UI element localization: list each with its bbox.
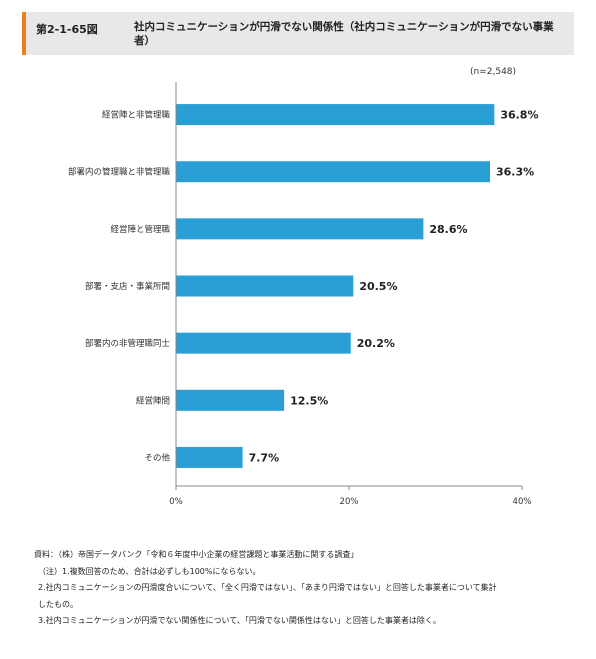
source-notes: 資料：（株）帝国データバンク「令和６年度中小企業の経営課題と事業活動に関する調査…: [34, 547, 574, 630]
category-label: 経営陣と管理職: [110, 224, 170, 235]
data-label: 7.7%: [249, 451, 280, 464]
category-label: 経営陣間: [136, 395, 170, 406]
bar: [176, 446, 243, 468]
data-label: 12.5%: [290, 394, 328, 407]
data-label: 36.8%: [500, 109, 538, 122]
sample-size-label: (n=2,548): [470, 67, 517, 77]
category-label: 部署内の管理職と非管理職: [68, 167, 171, 178]
note-line: したもの。: [38, 599, 78, 609]
category-label: 経営陣と非管理職: [102, 110, 171, 121]
bar: [176, 161, 490, 183]
category-label: 部署・支店・事業所間: [85, 281, 170, 292]
bar: [176, 332, 351, 354]
note-line: 2.社内コミュニケーションの円滑度合いについて、「全く円滑ではない」、「あまり円…: [38, 583, 497, 592]
data-label: 20.2%: [357, 337, 395, 350]
bar-chart: 経営陣と非管理職 36.8% 部署内の管理職と非管理職 36.3% 経営陣と管理職 28.…: [68, 82, 538, 507]
figure-number: 第2-1-65図: [36, 23, 98, 36]
bar: [176, 389, 285, 411]
x-tick-label: 40%: [513, 497, 532, 507]
note-line: 3.社内コミュニケーションが円滑でない関係性について、「円滑でない関係性はない」…: [38, 616, 441, 625]
note-line: 資料：（株）帝国データバンク「令和６年度中小企業の経営課題と事業活動に関する調査…: [34, 550, 359, 559]
data-label: 28.6%: [429, 223, 467, 236]
data-label: 36.3%: [496, 166, 534, 179]
x-tick-label: 20%: [340, 497, 359, 507]
category-label: 部署内の非管理職同士: [85, 338, 171, 349]
note-line: （注）1.複数回答のため、合計は必ずしも100%にならない。: [38, 566, 261, 576]
bar: [176, 275, 354, 297]
x-tick-label: 0%: [169, 497, 183, 507]
category-label: その他: [144, 452, 170, 463]
bar: [176, 218, 424, 240]
figure-title: 社内コミュニケーションが円滑でない関係性（社内コミュニケーションが円滑でない事業…: [134, 21, 554, 47]
figure-header: 第2-1-65図 社内コミュニケーションが円滑でない関係性（社内コミュニケーショ…: [22, 12, 574, 55]
bar: [176, 104, 495, 126]
data-label: 20.5%: [359, 280, 397, 293]
